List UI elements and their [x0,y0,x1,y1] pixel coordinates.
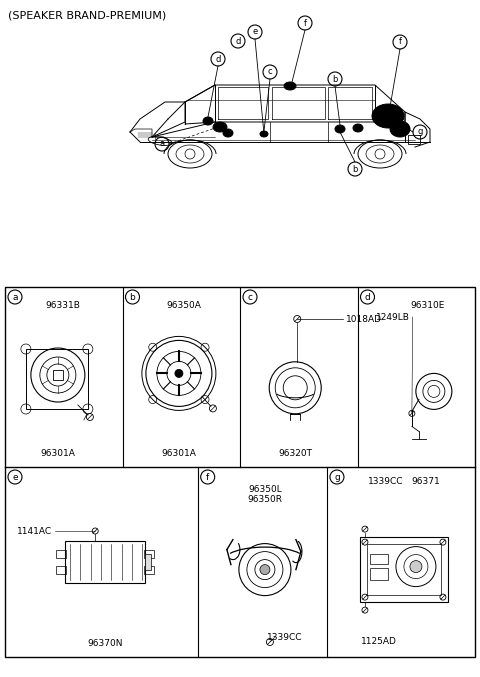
Text: d: d [365,292,371,301]
Bar [5,287,475,657]
Bar [56,566,66,574]
Bar [144,550,154,558]
Text: 1125AD: 1125AD [361,638,397,647]
Text: 96301A: 96301A [161,448,196,458]
Text: 96331B: 96331B [46,301,80,309]
Ellipse shape [353,124,363,132]
Text: 96371: 96371 [411,477,440,487]
Text: a: a [12,292,18,301]
Ellipse shape [223,129,233,137]
Text: 1141AC: 1141AC [17,527,52,536]
Circle shape [410,561,422,573]
Text: b: b [332,74,338,83]
Text: 96350L: 96350L [248,485,282,494]
Text: 1249LB: 1249LB [376,313,410,322]
Text: f: f [398,37,401,47]
Text: 96350R: 96350R [247,494,282,504]
Ellipse shape [390,121,410,137]
Bar [360,537,448,602]
Text: e: e [12,473,18,481]
Bar [367,544,441,595]
Bar [408,135,420,144]
Text: 96370N: 96370N [87,640,123,649]
Text: 1018AD: 1018AD [346,315,382,324]
Text: f: f [206,473,209,481]
Text: c: c [248,292,252,301]
Text: 1339CC: 1339CC [267,632,303,642]
Bar [370,567,388,580]
Text: e: e [252,28,258,37]
Text: g: g [417,127,423,137]
Bar [56,550,66,558]
Text: 1339CC: 1339CC [368,477,404,487]
Text: 96301A: 96301A [40,448,75,458]
Text: c: c [268,68,272,77]
Text: g: g [334,473,340,481]
Text: b: b [352,165,358,173]
Ellipse shape [284,82,296,90]
Bar [26,349,88,409]
Circle shape [260,565,270,575]
Bar [144,566,154,574]
Text: 96320T: 96320T [278,448,312,458]
Bar [370,554,388,563]
Text: 96310E: 96310E [411,301,445,309]
Text: d: d [216,55,221,64]
Text: 96350A: 96350A [167,301,201,309]
Text: f: f [303,18,307,28]
Ellipse shape [372,104,404,128]
Text: d: d [235,37,240,45]
Bar [65,541,145,583]
Text: a: a [159,139,165,148]
Text: b: b [130,292,135,301]
Bar [145,554,151,570]
Bar [53,370,63,380]
Ellipse shape [335,125,345,133]
Ellipse shape [260,131,268,137]
Text: (SPEAKER BRAND-PREMIUM): (SPEAKER BRAND-PREMIUM) [8,10,166,20]
Ellipse shape [213,122,227,132]
Ellipse shape [203,117,213,125]
Circle shape [175,370,183,377]
